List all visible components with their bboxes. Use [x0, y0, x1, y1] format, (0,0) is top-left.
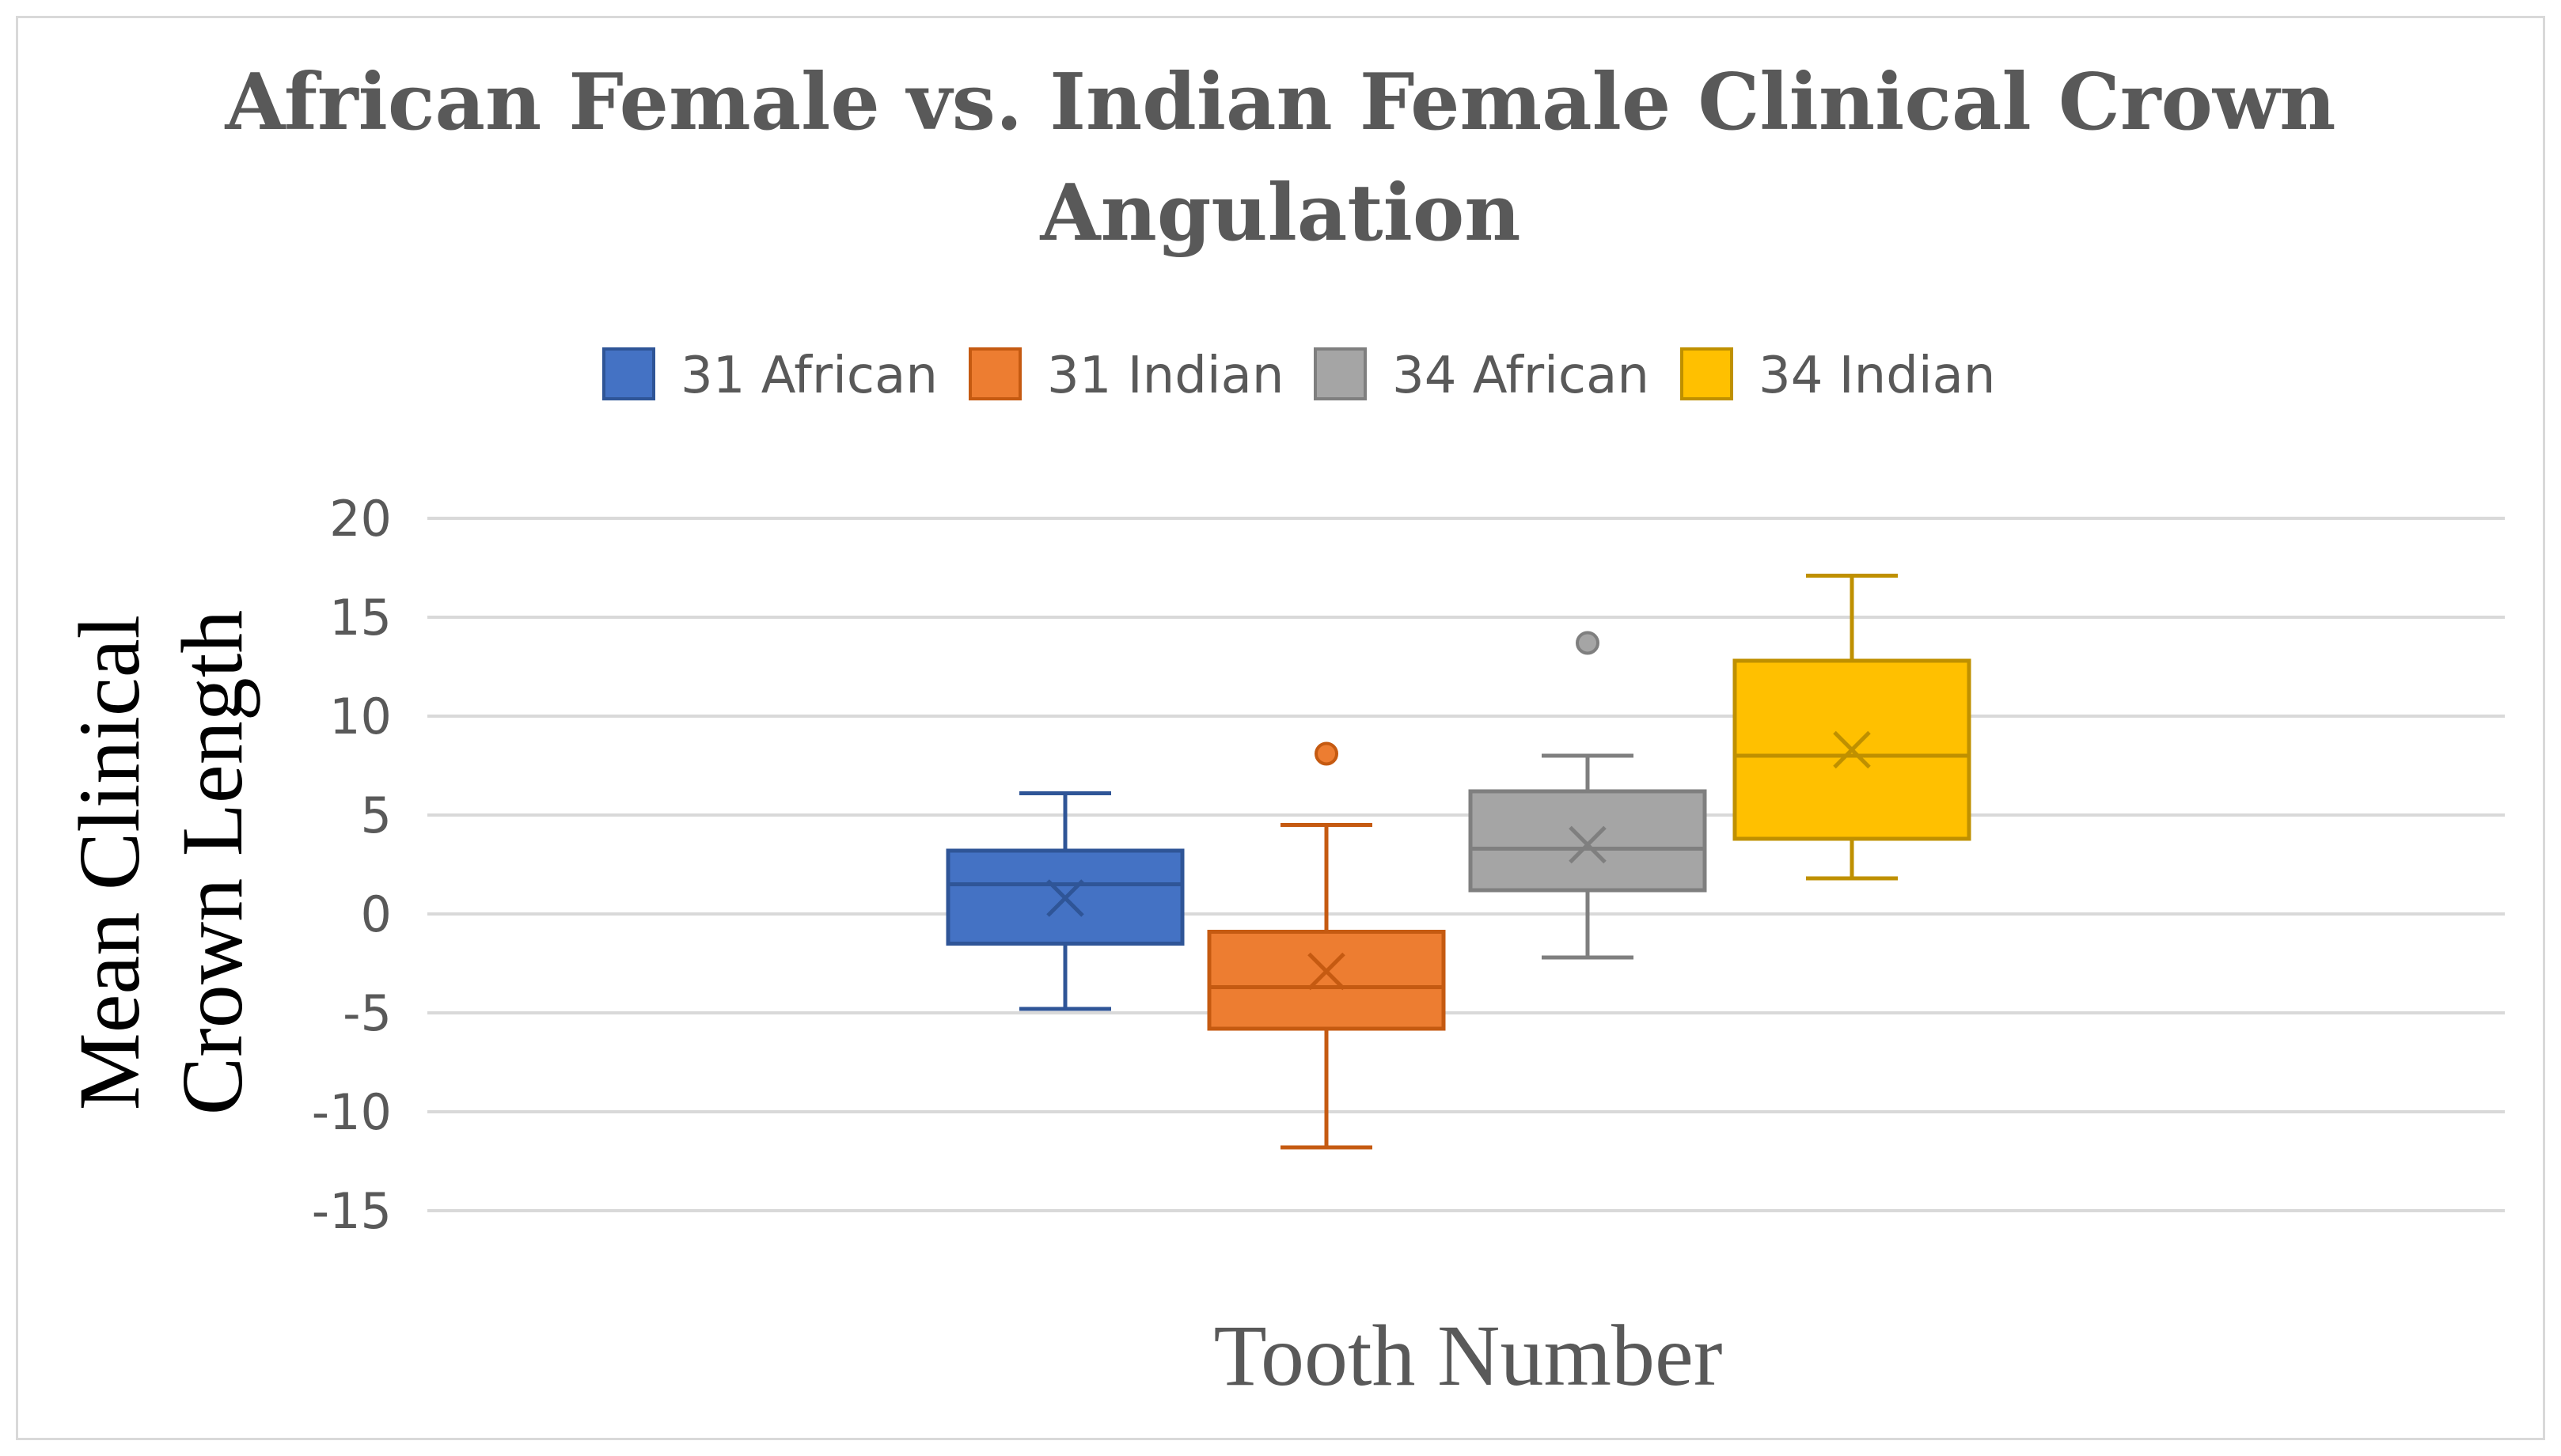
mean-marker-b — [1046, 879, 1084, 917]
box-series-3 — [1732, 574, 1971, 881]
gridlines — [427, 517, 2505, 1212]
outlier-point — [1315, 741, 1338, 766]
y-tick-label: -15 — [312, 1182, 392, 1240]
chart-frame — [16, 16, 2545, 1440]
chart-title-line-2: Angulation — [1040, 168, 1521, 259]
legend-label-2: 34 African — [1392, 347, 1649, 405]
y-tick-label: 20 — [329, 490, 392, 548]
box-plots — [946, 574, 1971, 1150]
y-axis-title-line-1: Mean Clinical — [61, 615, 157, 1110]
y-tick-label: -5 — [343, 984, 392, 1042]
legend: 31 African 31 Indian 34 African 34 Indian — [602, 347, 1995, 405]
legend-swatch-0 — [602, 347, 655, 400]
mean-marker-b — [1307, 952, 1345, 991]
legend-swatch-2 — [1314, 347, 1367, 400]
legend-swatch-3 — [1680, 347, 1733, 400]
chart-title-line-1: African Female vs. Indian Female Clinica… — [225, 57, 2336, 148]
y-axis-title-line-2: Crown Length — [164, 610, 260, 1116]
x-axis-title: Tooth Number — [1213, 1307, 1722, 1404]
y-axis-ticks: 20 15 10 5 0 -5 -10 -15 — [312, 490, 392, 1240]
mean-marker-b — [1833, 730, 1871, 769]
legend-swatch-1 — [969, 347, 1022, 400]
y-tick-label: 5 — [361, 787, 392, 844]
legend-label-3: 34 Indian — [1759, 347, 1995, 405]
iqr-box — [1207, 930, 1446, 1031]
box-series-2 — [1468, 631, 1707, 960]
y-tick-label: 0 — [361, 885, 392, 943]
legend-label-0: 31 African — [681, 347, 938, 405]
y-tick-label: 10 — [329, 688, 392, 745]
y-tick-label: -10 — [312, 1083, 392, 1141]
box-series-1 — [1207, 741, 1446, 1150]
legend-label-1: 31 Indian — [1047, 347, 1284, 405]
mean-marker-b — [1569, 825, 1607, 864]
outlier-point — [1576, 631, 1599, 655]
y-tick-label: 15 — [329, 589, 392, 646]
iqr-box — [1468, 789, 1707, 893]
box-series-0 — [946, 791, 1185, 1011]
